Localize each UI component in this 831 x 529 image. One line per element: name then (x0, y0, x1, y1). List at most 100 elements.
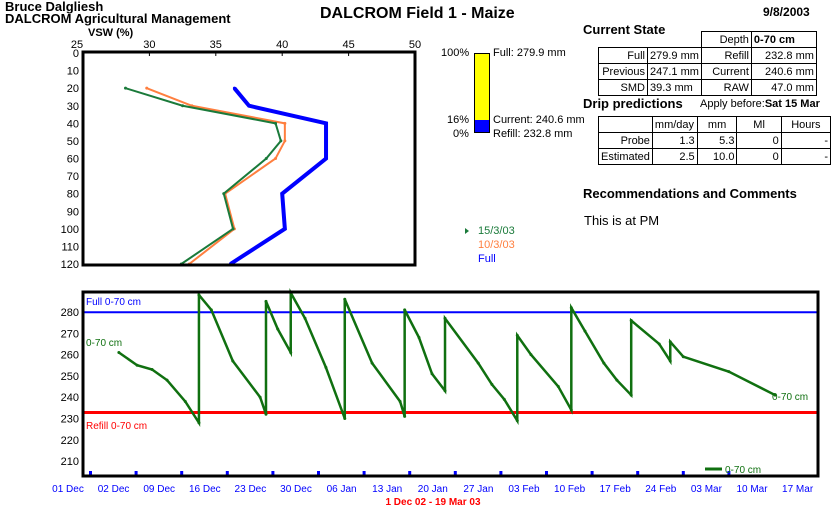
series-point (117, 350, 121, 354)
series-end-label: 0-70 cm (772, 392, 808, 403)
profile-series-15-3-03 (125, 87, 282, 265)
current-state-row: Previous 247.1 mm Current 240.6 mm (598, 63, 817, 80)
header-cell: Hours (780, 116, 831, 133)
series-point (615, 378, 619, 382)
series-point (258, 395, 262, 399)
x-tick (590, 471, 594, 477)
x-tick (727, 471, 731, 477)
series-point (681, 355, 685, 359)
x-tick-label: 17 Mar (782, 484, 814, 495)
x-tick (408, 471, 412, 477)
series-point (165, 378, 169, 382)
series-point (289, 350, 293, 354)
profile-point (324, 157, 328, 160)
gauge-mid-pct: 16% (447, 114, 470, 126)
x-tick (180, 471, 184, 477)
y-tick-label: 90 (67, 206, 79, 218)
full-line-label: Full 0-70 cm (86, 297, 141, 308)
profile-point (145, 86, 149, 90)
profile-point (283, 227, 287, 231)
series-point (490, 382, 494, 386)
x-tick-label: 13 Jan (372, 484, 402, 495)
profile-point (324, 139, 328, 143)
cell: Refill (700, 47, 752, 64)
profile-chart: VSW (%) 25 30 35 40 45 50 0 10 20 30 40 50 60 70 80 90 1… (61, 27, 515, 271)
profile-series-10-3-03 (146, 87, 286, 265)
profile-point (324, 121, 328, 125)
y-tick-label: 120 (61, 259, 79, 271)
x-tick-label: 16 Dec (189, 484, 221, 495)
y-tick-label: 70 (67, 171, 79, 183)
series-point (324, 365, 328, 369)
profile-point (283, 139, 287, 143)
series-start-label: 0-70 cm (86, 338, 122, 349)
cell: - (780, 132, 831, 149)
cell: 247.1 mm (647, 63, 702, 80)
profile-point (274, 121, 278, 125)
x-tick (134, 471, 138, 477)
series-point (264, 412, 268, 416)
x-tick-label: 30 Dec (280, 484, 312, 495)
cell: RAW (700, 79, 752, 96)
profile-point (280, 192, 284, 196)
page-title: DALCROM Field 1 - Maize (320, 5, 515, 22)
x-tick (545, 471, 548, 477)
series-point (343, 297, 347, 301)
gauge-bottom-pct: 0% (453, 128, 469, 140)
y-tick-label: 260 (61, 350, 79, 362)
profile-point (274, 157, 278, 160)
x-tick (89, 471, 92, 477)
cell: Probe (598, 132, 653, 149)
report-date: 9/8/2003 (763, 5, 810, 19)
series-point (403, 414, 407, 418)
x-tick-label: 03 Feb (508, 484, 540, 495)
series-point (443, 389, 447, 393)
recommendations-title: Recommendations and Comments (583, 186, 797, 201)
x-tick-label: 20 Jan (418, 484, 448, 495)
series-point (343, 417, 347, 420)
y-tick-label: 110 (61, 241, 79, 253)
y-tick-label: 240 (61, 392, 79, 404)
x-tick-label: 02 Dec (98, 484, 130, 495)
y-tick-label: 230 (61, 414, 79, 426)
x-tick-label: 10 Mar (736, 484, 768, 495)
drip-table: mm/day mm Ml Hours Probe 1.3 5.3 0- Estimated 2.… (598, 116, 831, 165)
current-state-table: Depth 0-70 cm Full 279.9 mm Refill 232.8 mm P… (598, 31, 817, 96)
y-tick-label: 10 (67, 66, 79, 78)
cell: 279.9 mm (647, 47, 702, 64)
x-tick (271, 471, 275, 477)
x-tick-label: 40 (276, 39, 288, 51)
series-point (370, 361, 374, 365)
profile-point (231, 227, 235, 231)
y-tick-label: 80 (67, 189, 79, 201)
x-tick-label: 06 Jan (327, 484, 357, 495)
y-tick-label: 220 (61, 435, 79, 447)
cell: Estimated (598, 148, 653, 165)
legend-full: Full (478, 253, 496, 265)
header-cell: mm/day (651, 116, 698, 133)
series-point (264, 299, 268, 303)
x-tick (317, 471, 320, 477)
x-tick (499, 471, 503, 477)
series-point (556, 385, 560, 389)
cell: 232.8 mm (750, 47, 817, 64)
y-tick-label: 100 (61, 224, 79, 236)
header-cell: mm (696, 116, 738, 133)
apply-label: Apply before: (700, 98, 765, 110)
profile-frame (81, 50, 417, 267)
series-point (629, 393, 633, 397)
series-point (515, 333, 519, 337)
x-tick-label: 45 (342, 39, 354, 51)
cell: - (780, 148, 831, 165)
timeseries-frame (81, 290, 820, 478)
series-point (602, 361, 606, 365)
depth-value: 0-70 cm (750, 31, 817, 48)
x-tick-label: 17 Feb (600, 484, 632, 495)
profile-point (283, 121, 287, 125)
timeseries-chart: 210 220 230 240 250 260 270 280 01 Dec 02 Dec 09 D… (52, 288, 820, 508)
cell: Previous (598, 63, 648, 80)
series-point (150, 368, 154, 372)
series-point (403, 308, 407, 312)
gauge-refill-label: Refill: 232.8 mm (493, 128, 573, 140)
series-point (569, 306, 573, 310)
